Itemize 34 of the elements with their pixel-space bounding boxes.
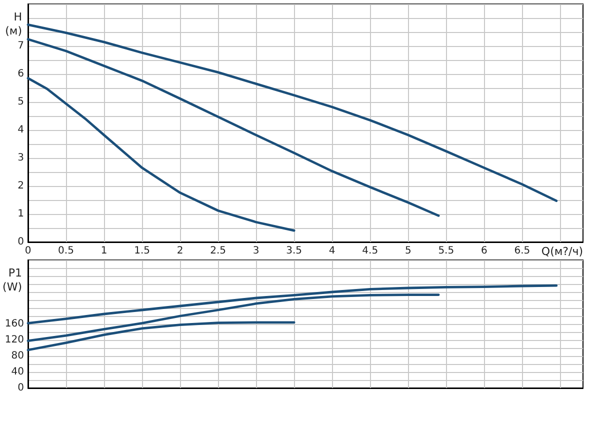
y-tick-label: 6 (18, 68, 24, 80)
x-tick-label: 4.5 (362, 246, 378, 256)
y-axis-title: H (м) (5, 10, 22, 38)
x-tick-label: 5.5 (438, 246, 454, 256)
y-tick-label: 40 (11, 366, 24, 378)
y-tick-label: 160 (4, 318, 24, 330)
y-axis-title: P1 (W) (2, 266, 22, 294)
y-tick-label: 7 (18, 40, 24, 52)
line-series (26, 77, 296, 232)
x-tick-label: 1.5 (134, 246, 150, 256)
line-series (26, 24, 558, 202)
x-tick-label: 6 (480, 246, 488, 256)
x-tick-label: 3 (252, 246, 260, 256)
line-series (26, 38, 440, 217)
x-tick-label: 0.5 (58, 246, 74, 256)
y-tick-label: 0 (18, 236, 24, 248)
x-axis-title: Q(м?/ч) (541, 245, 583, 258)
x-tick-label: 1 (100, 246, 108, 256)
y-tick-label: 0 (18, 382, 24, 394)
y-tick-label: 80 (11, 350, 24, 362)
y-tick-label: 3 (18, 152, 24, 164)
x-tick-label: 5 (404, 246, 412, 256)
x-tick-label: 3.5 (286, 246, 302, 256)
x-tick-label: 6.5 (514, 246, 530, 256)
y-tick-label: 5 (18, 96, 24, 108)
x-tick-label: 0 (24, 246, 32, 256)
line-series (26, 321, 296, 352)
y-tick-label: 4 (18, 124, 24, 136)
y-tick-label: 2 (18, 180, 24, 192)
x-tick-label: 2.5 (210, 246, 226, 256)
y-tick-label: 120 (4, 334, 24, 346)
y-tick-label: 1 (18, 208, 24, 220)
x-tick-label: 4 (328, 246, 336, 256)
x-tick-label: 2 (176, 246, 184, 256)
